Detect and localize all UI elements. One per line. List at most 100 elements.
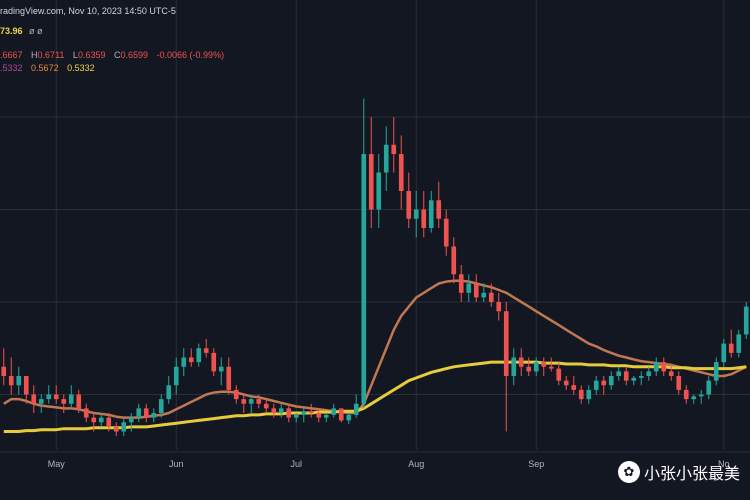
candle <box>106 413 112 432</box>
candle-body <box>578 389 584 400</box>
candle <box>368 117 374 228</box>
candle <box>691 394 697 404</box>
candle-body <box>338 408 344 421</box>
candle-body <box>61 399 67 404</box>
candle-body <box>698 394 704 397</box>
candle-body <box>518 357 524 367</box>
candle <box>458 265 464 302</box>
x-tick-label: Aug <box>408 459 424 469</box>
ma-readout: .5332 0.5672 0.5332 <box>0 63 95 74</box>
candle-body <box>548 366 554 369</box>
candle <box>338 408 344 423</box>
candle <box>53 385 59 404</box>
candle <box>233 385 239 404</box>
candle <box>278 403 284 418</box>
candle-body <box>376 172 382 210</box>
candle-body <box>301 411 307 415</box>
candle-body <box>151 413 157 418</box>
candle-body <box>211 352 217 372</box>
candle <box>68 385 74 409</box>
ma-mid-value: 0.5672 <box>31 63 59 73</box>
candle-body <box>676 376 682 390</box>
candle-body <box>661 362 667 372</box>
low-value: 0.6359 <box>77 50 106 60</box>
candle <box>743 302 749 339</box>
candle <box>736 329 742 358</box>
candle <box>166 376 172 404</box>
candle-body <box>436 200 442 219</box>
candle-body <box>646 371 652 376</box>
candle <box>376 154 382 228</box>
candle <box>16 366 22 395</box>
candle <box>706 376 712 400</box>
candle-body <box>616 371 622 376</box>
candle <box>316 408 322 423</box>
chart-source: radingView.com, Nov 10, 2023 14:50 UTC-5 <box>0 6 176 17</box>
candle-body <box>331 408 337 415</box>
candle <box>76 389 82 413</box>
candle-body <box>76 394 82 409</box>
candle-body <box>511 357 517 376</box>
candle <box>586 385 592 404</box>
candle <box>46 385 52 404</box>
candle <box>151 408 157 423</box>
candle-body <box>293 414 299 418</box>
candle <box>428 191 434 233</box>
candle-body <box>226 366 232 390</box>
candle-body <box>503 311 509 376</box>
close-value: 0.6599 <box>120 50 149 60</box>
candle-body <box>278 408 284 413</box>
candle <box>158 394 164 418</box>
candle <box>173 357 179 395</box>
candle-body <box>121 422 127 432</box>
candle <box>143 403 149 423</box>
candle <box>38 394 44 413</box>
candle-body <box>743 306 749 335</box>
candle <box>631 376 637 386</box>
candle-body <box>188 357 194 363</box>
candle <box>638 371 644 386</box>
candle-body <box>68 394 74 404</box>
candle <box>436 181 442 228</box>
candle-body <box>638 376 644 378</box>
candle <box>541 357 547 376</box>
candle-body <box>526 366 532 372</box>
candle <box>383 126 389 191</box>
x-axis: May Jun Jul Aug Sep No <box>0 451 750 469</box>
candle <box>181 348 187 376</box>
candle-body <box>608 376 614 386</box>
candle <box>23 376 29 404</box>
volume-value: 73.96 <box>0 26 23 36</box>
candle <box>676 371 682 395</box>
high-value: 0.6711 <box>37 50 65 60</box>
candle <box>683 385 689 404</box>
candle <box>601 376 607 395</box>
candle-body <box>563 380 569 386</box>
candle-body <box>398 154 404 191</box>
candle <box>496 292 502 321</box>
candle-body <box>706 380 712 395</box>
candle <box>556 362 562 386</box>
candle <box>466 274 472 302</box>
candle <box>31 385 37 413</box>
candle <box>226 357 232 395</box>
candle <box>616 366 622 381</box>
candle <box>136 403 142 423</box>
candle <box>346 413 352 425</box>
candle <box>608 371 614 390</box>
close-label: C <box>113 50 121 60</box>
candle-body <box>166 385 172 400</box>
moving-averages <box>3 279 747 433</box>
candle-body <box>316 413 322 418</box>
candle <box>323 413 329 423</box>
watermark: ✿ 小张小张最美 <box>617 460 740 484</box>
candle-body <box>1 366 7 376</box>
candle-body <box>421 209 427 228</box>
candle <box>128 413 134 432</box>
candle-body <box>353 403 359 415</box>
candle <box>188 348 194 367</box>
candle-body <box>556 368 562 381</box>
candle-body <box>473 283 479 298</box>
